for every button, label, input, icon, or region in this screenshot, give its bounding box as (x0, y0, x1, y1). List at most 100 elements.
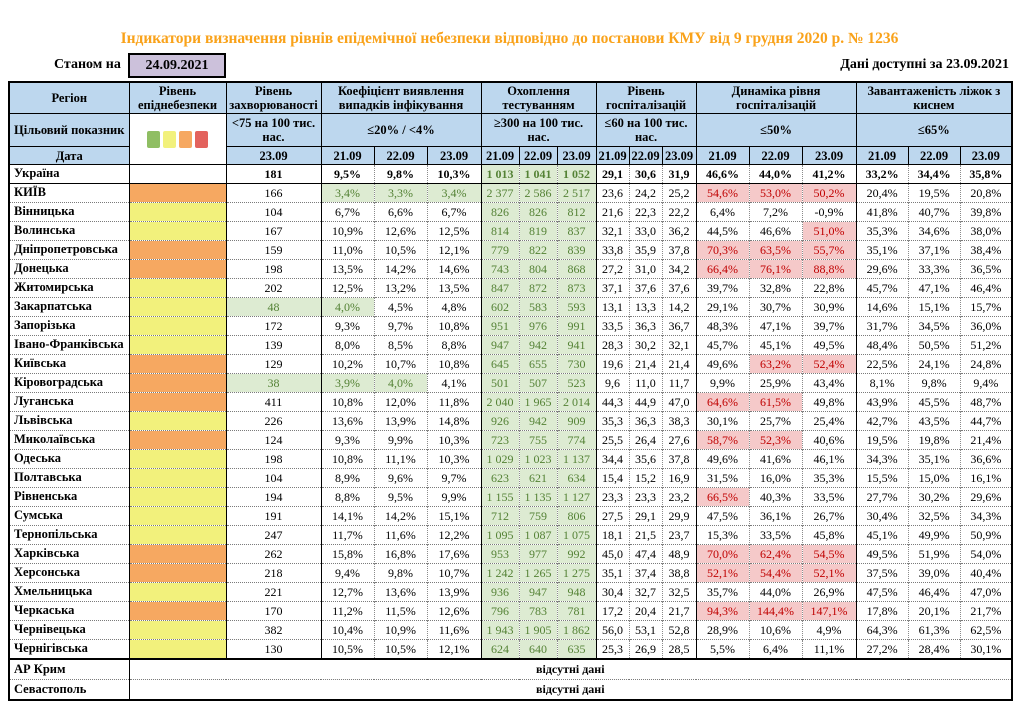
detection-cell: 9,3% (320, 316, 374, 336)
detection-cell: 10,8% (426, 354, 482, 374)
hospitalization-cell: 29,1 (595, 164, 630, 184)
testing-cell: 1 095 (480, 525, 520, 545)
beds-cell: 20,8% (959, 183, 1013, 203)
column-group-label: Динаміка рівня госпіталізацій (695, 81, 857, 114)
hospitalization-cell: 14,2 (661, 297, 697, 317)
hospitalization-cell: 48,9 (661, 544, 697, 564)
detection-cell: 9,4% (320, 563, 374, 583)
hospitalization-cell: 47,0 (661, 392, 697, 412)
region-cell: Хмельницька (9, 582, 129, 602)
table-row: Сумська 191 14,1% 14,2% 15,1% 712 759 806 27,5 29… (9, 506, 1013, 526)
hospitalization-cell: 33,8 (595, 240, 630, 260)
detection-cell: 8,5% (373, 335, 427, 355)
testing-cell: 1 137 (556, 449, 597, 469)
hospitalization-cell: 36,3 (628, 316, 663, 336)
beds-cell: 20,1% (907, 601, 961, 621)
dynamics-cell: 40,6% (801, 430, 857, 450)
level-cell (128, 544, 226, 564)
beds-cell: 40,7% (907, 202, 961, 222)
testing-cell: 806 (556, 506, 597, 526)
beds-cell: 33,3% (907, 259, 961, 279)
region-cell: Чернівецька (9, 620, 129, 640)
detection-cell: 10,3% (426, 164, 482, 184)
dynamics-cell: 41,2% (801, 164, 857, 184)
incidence-cell: 181 (225, 164, 321, 184)
incidence-cell: 198 (225, 449, 321, 469)
testing-cell: 976 (518, 316, 558, 336)
detection-cell: 12,2% (426, 525, 482, 545)
detection-cell: 10,2% (320, 354, 374, 374)
dynamics-cell: 33,5% (748, 525, 803, 545)
dynamics-cell: 25,9% (748, 373, 803, 393)
table-row: Полтавська 104 8,9% 9,6% 9,7% 623 621 634 15,4 15… (9, 468, 1013, 488)
column-group-target: ≥300 на 100 тис. нас. (480, 113, 597, 147)
detection-cell: 11,6% (426, 620, 482, 640)
dynamics-cell: 47,5% (695, 506, 750, 526)
hospitalization-cell: 21,6 (595, 202, 630, 222)
beds-cell: 21,4% (959, 430, 1013, 450)
beds-cell: 16,1% (959, 468, 1013, 488)
dynamics-cell: 88,8% (801, 259, 857, 279)
beds-cell: 19,8% (907, 430, 961, 450)
testing-cell: 640 (518, 639, 558, 659)
dynamics-cell: 46,1% (801, 449, 857, 469)
dynamics-cell: 22,8% (801, 278, 857, 298)
column-date: 21.09 (695, 146, 750, 165)
region-header: Регіон (8, 81, 130, 114)
column-group-label: Завантаженість ліжок з киснем (855, 81, 1013, 114)
beds-cell: 48,7% (959, 392, 1013, 412)
dynamics-cell: 7,2% (748, 202, 803, 222)
testing-cell: 1 242 (480, 563, 520, 583)
testing-cell: 712 (480, 506, 520, 526)
beds-cell: 22,5% (855, 354, 909, 374)
testing-cell: 812 (556, 202, 597, 222)
level-cell (128, 582, 226, 602)
level-cell (128, 411, 226, 431)
column-group-target: ≤60 на 100 тис. нас. (595, 113, 697, 147)
incidence-cell: 130 (225, 639, 321, 659)
level-red-swatch (195, 130, 208, 148)
table-row: Україна 181 9,5% 9,8% 10,3% 1 013 1 041 1 052 29… (9, 164, 1013, 184)
dynamics-cell: 52,3% (748, 430, 803, 450)
testing-cell: 804 (518, 259, 558, 279)
as-of-label: Станом на (54, 57, 121, 72)
level-cell (128, 620, 226, 640)
detection-cell: 11,7% (320, 525, 374, 545)
detection-cell: 8,8% (320, 487, 374, 507)
dynamics-cell: 44,5% (695, 221, 750, 241)
detection-cell: 9,3% (320, 430, 374, 450)
testing-cell: 837 (556, 221, 597, 241)
level-cell (128, 240, 226, 260)
column-date: 21.09 (480, 146, 520, 165)
region-cell: Запорізька (9, 316, 129, 336)
incidence-cell: 198 (225, 259, 321, 279)
beds-cell: 42,7% (855, 411, 909, 431)
detection-cell: 4,1% (426, 373, 482, 393)
testing-cell: 621 (518, 468, 558, 488)
detection-cell: 14,6% (426, 259, 482, 279)
region-cell: Рівненська (9, 487, 129, 507)
beds-cell: 38,4% (959, 240, 1013, 260)
detection-cell: 15,8% (320, 544, 374, 564)
hospitalization-cell: 31,9 (661, 164, 697, 184)
hospitalization-cell: 38,8 (661, 563, 697, 583)
level-cell (128, 335, 226, 355)
incidence-cell: 104 (225, 468, 321, 488)
incidence-cell: 262 (225, 544, 321, 564)
beds-cell: 15,7% (959, 297, 1013, 317)
region-cell: Україна (9, 164, 129, 184)
level-cell (128, 487, 226, 507)
beds-cell: 15,5% (855, 468, 909, 488)
hospitalization-cell: 34,4 (595, 449, 630, 469)
testing-cell: 942 (518, 335, 558, 355)
column-date: 21.09 (595, 146, 630, 165)
table-row: Дніпропетровська 159 11,0% 10,5% 12,1% 779 822… (9, 240, 1013, 260)
beds-cell: 35,8% (959, 164, 1013, 184)
testing-cell: 947 (518, 582, 558, 602)
detection-cell: 4,8% (426, 297, 482, 317)
level-cell (128, 392, 226, 412)
hospitalization-cell: 22,3 (628, 202, 663, 222)
dynamics-cell: 62,4% (748, 544, 803, 564)
testing-cell: 951 (480, 316, 520, 336)
